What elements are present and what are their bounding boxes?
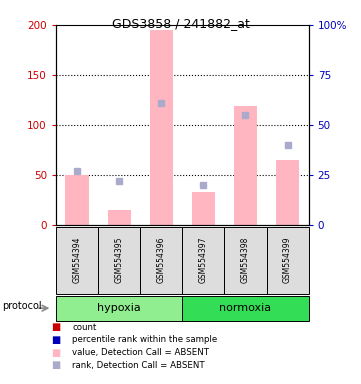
Text: ■: ■ xyxy=(51,322,61,332)
Text: hypoxia: hypoxia xyxy=(97,303,141,313)
Bar xyxy=(150,30,173,225)
Bar xyxy=(276,160,299,225)
Text: GSM554398: GSM554398 xyxy=(241,237,250,283)
Bar xyxy=(234,106,257,225)
Text: GSM554395: GSM554395 xyxy=(115,237,123,283)
Bar xyxy=(65,175,88,225)
Bar xyxy=(192,192,215,225)
Text: GSM554396: GSM554396 xyxy=(157,237,166,283)
Text: normoxia: normoxia xyxy=(219,303,271,313)
Text: protocol: protocol xyxy=(2,301,42,311)
Bar xyxy=(108,210,131,225)
Text: GSM554394: GSM554394 xyxy=(73,237,82,283)
Text: GSM554399: GSM554399 xyxy=(283,237,292,283)
Text: GDS3858 / 241882_at: GDS3858 / 241882_at xyxy=(112,17,249,30)
Text: percentile rank within the sample: percentile rank within the sample xyxy=(72,335,217,344)
Text: ■: ■ xyxy=(51,335,61,345)
Text: rank, Detection Call = ABSENT: rank, Detection Call = ABSENT xyxy=(72,361,205,370)
Text: value, Detection Call = ABSENT: value, Detection Call = ABSENT xyxy=(72,348,209,357)
Text: ■: ■ xyxy=(51,360,61,370)
Text: ■: ■ xyxy=(51,348,61,358)
Text: count: count xyxy=(72,323,97,332)
Text: GSM554397: GSM554397 xyxy=(199,237,208,283)
